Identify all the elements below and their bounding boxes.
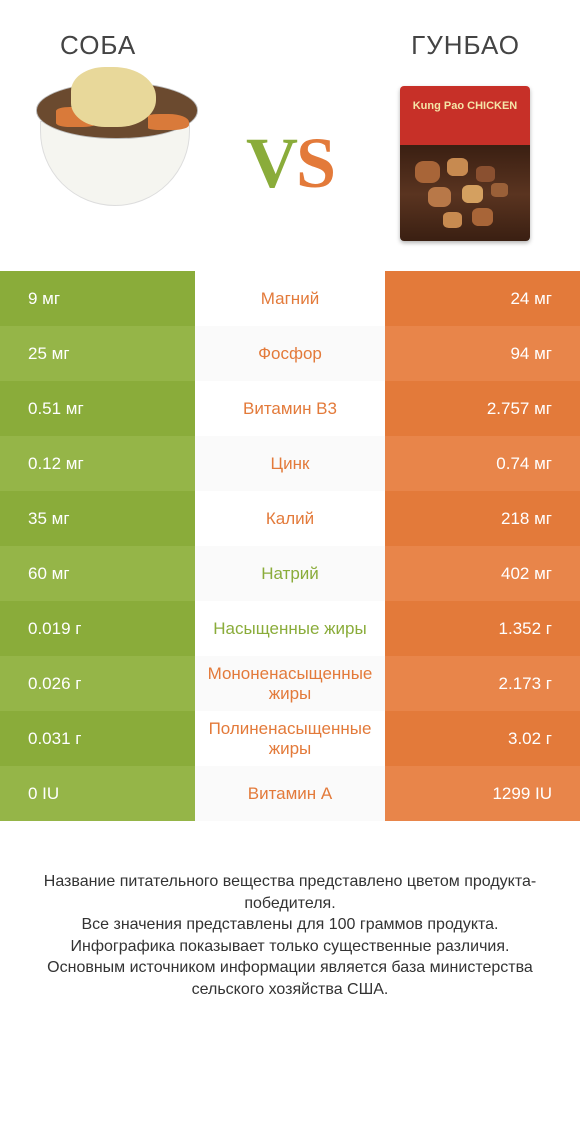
cell-left-value: 25 мг xyxy=(0,326,195,381)
cell-right-value: 402 мг xyxy=(385,546,580,601)
footer-line: Название питательного вещества представл… xyxy=(44,873,536,912)
cell-right-value: 218 мг xyxy=(385,491,580,546)
cell-right-value: 3.02 г xyxy=(385,711,580,766)
cell-nutrient-label: Магний xyxy=(195,271,385,326)
cell-right-value: 94 мг xyxy=(385,326,580,381)
table-row: 0.026 гМононенасыщенные жиры2.173 г xyxy=(0,656,580,711)
cell-right-value: 1299 IU xyxy=(385,766,580,821)
food-image-right: Kung Pao CHICKEN xyxy=(380,89,550,239)
vs-label: VS xyxy=(246,122,334,205)
right-title: ГУНБАО xyxy=(411,30,520,61)
comparison-table: 9 мгМагний24 мг25 мгФосфор94 мг0.51 мгВи… xyxy=(0,271,580,821)
table-row: 25 мгФосфор94 мг xyxy=(0,326,580,381)
cell-left-value: 0.12 мг xyxy=(0,436,195,491)
kungpao-package-icon: Kung Pao CHICKEN xyxy=(400,86,530,241)
table-row: 60 мгНатрий402 мг xyxy=(0,546,580,601)
footer-line: Инфографика показывает только существенн… xyxy=(71,938,510,955)
cell-right-value: 2.173 г xyxy=(385,656,580,711)
cell-nutrient-label: Фосфор xyxy=(195,326,385,381)
cell-nutrient-label: Полиненасыщенные жиры xyxy=(195,711,385,766)
table-row: 35 мгКалий218 мг xyxy=(0,491,580,546)
cell-nutrient-label: Калий xyxy=(195,491,385,546)
cell-nutrient-label: Насыщенные жиры xyxy=(195,601,385,656)
table-row: 0.12 мгЦинк0.74 мг xyxy=(0,436,580,491)
cell-left-value: 9 мг xyxy=(0,271,195,326)
cell-nutrient-label: Натрий xyxy=(195,546,385,601)
cell-nutrient-label: Мононенасыщенные жиры xyxy=(195,656,385,711)
table-row: 9 мгМагний24 мг xyxy=(0,271,580,326)
table-row: 0.51 мгВитамин B32.757 мг xyxy=(0,381,580,436)
package-label: Kung Pao CHICKEN xyxy=(400,100,530,112)
soba-bowl-icon xyxy=(40,121,190,206)
vs-v: V xyxy=(246,123,296,203)
cell-left-value: 0.026 г xyxy=(0,656,195,711)
cell-left-value: 0 IU xyxy=(0,766,195,821)
footer-line: Все значения представлены для 100 граммо… xyxy=(81,916,498,933)
vs-s: S xyxy=(296,123,334,203)
cell-left-value: 35 мг xyxy=(0,491,195,546)
cell-right-value: 0.74 мг xyxy=(385,436,580,491)
food-image-left xyxy=(30,89,200,239)
cell-left-value: 0.031 г xyxy=(0,711,195,766)
cell-left-value: 0.51 мг xyxy=(0,381,195,436)
cell-nutrient-label: Цинк xyxy=(195,436,385,491)
cell-right-value: 1.352 г xyxy=(385,601,580,656)
footer-line: Основным источником информации является … xyxy=(47,959,533,998)
cell-nutrient-label: Витамин A xyxy=(195,766,385,821)
table-row: 0.019 гНасыщенные жиры1.352 г xyxy=(0,601,580,656)
header: СОБА ГУНБАО xyxy=(0,0,580,71)
left-title: СОБА xyxy=(60,30,136,61)
cell-right-value: 2.757 мг xyxy=(385,381,580,436)
images-row: VS Kung Pao CHICKEN xyxy=(0,71,580,271)
cell-left-value: 60 мг xyxy=(0,546,195,601)
table-row: 0 IUВитамин A1299 IU xyxy=(0,766,580,821)
cell-nutrient-label: Витамин B3 xyxy=(195,381,385,436)
footer-text: Название питательного вещества представл… xyxy=(0,821,580,1001)
cell-right-value: 24 мг xyxy=(385,271,580,326)
cell-left-value: 0.019 г xyxy=(0,601,195,656)
table-row: 0.031 гПолиненасыщенные жиры3.02 г xyxy=(0,711,580,766)
